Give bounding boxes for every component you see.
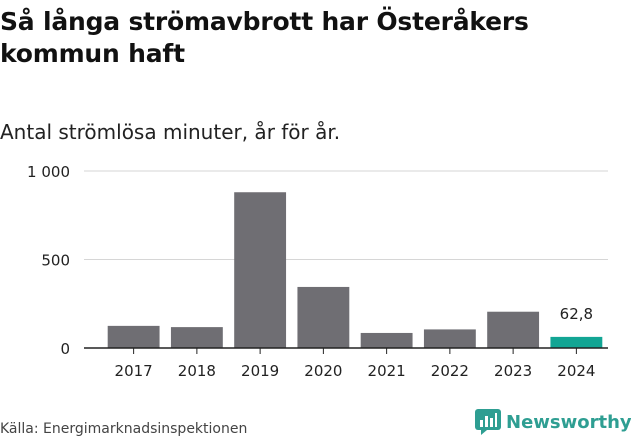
bar xyxy=(487,311,540,348)
x-tick-label: 2021 xyxy=(368,362,406,380)
bar xyxy=(423,329,476,348)
bar-chart: 0 500 1 000 2017 2018 2019 2020 2021 2022 2023 202… xyxy=(27,163,608,380)
y-tick-label: 0 xyxy=(60,340,70,358)
chart-title: Så långa strömavbrott har Österåkers kom… xyxy=(0,7,529,68)
bar xyxy=(107,325,160,348)
x-tick-label: 2020 xyxy=(304,362,342,380)
x-tick-label: 2017 xyxy=(115,362,153,380)
x-tick-label: 2022 xyxy=(431,362,469,380)
x-tick-label: 2019 xyxy=(241,362,279,380)
bar xyxy=(170,327,223,348)
data-label: 62,8 xyxy=(560,305,593,323)
x-tick-label: 2024 xyxy=(557,362,595,380)
bar xyxy=(360,332,413,348)
newsworthy-logo: Newsworthy xyxy=(475,408,631,436)
y-tick-label: 1 000 xyxy=(27,163,70,181)
x-tick-label: 2018 xyxy=(178,362,216,380)
bar xyxy=(550,336,603,348)
chart-subtitle: Antal strömlösa minuter, år för år. xyxy=(0,120,341,144)
y-tick-label: 500 xyxy=(41,252,70,270)
x-tick-label: 2023 xyxy=(494,362,532,380)
bar xyxy=(297,286,350,348)
brand-name: Newsworthy xyxy=(506,411,631,433)
source-note: Källa: Energimarknadsinspektionen xyxy=(0,421,248,437)
bar xyxy=(234,192,287,348)
newsworthy-logo-icon xyxy=(475,409,501,435)
